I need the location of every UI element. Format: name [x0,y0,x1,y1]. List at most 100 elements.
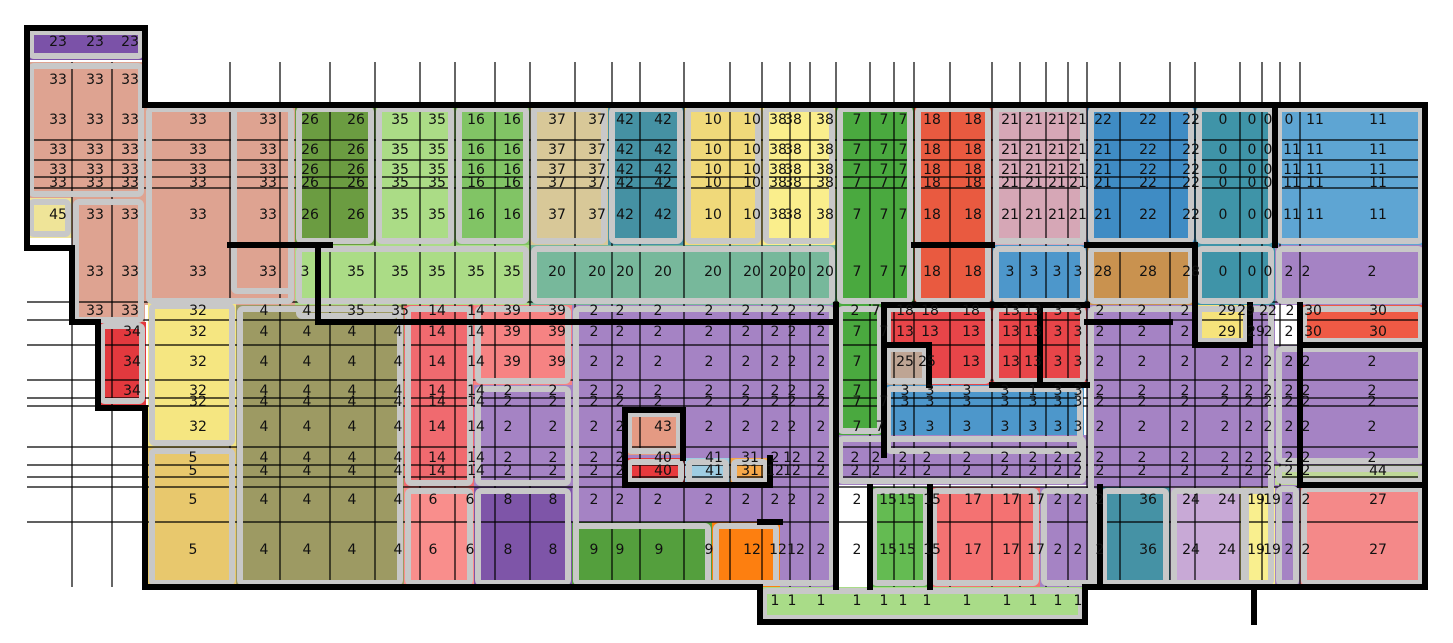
zone-label: 1 [853,593,862,609]
zone-label: 33 [49,112,67,128]
zone-label: 2 [788,303,797,319]
zone-label: 7 [853,207,862,223]
zone-label: 2 [1285,394,1294,410]
zone-label: 2 [1181,324,1190,340]
zone-label: 33 [86,162,104,178]
zone-label: 35 [391,207,409,223]
zone-label: 38 [816,142,834,158]
zone-label: 4 [303,450,312,466]
zone-label: 4 [348,324,357,340]
zone-17 [930,487,1040,587]
zone-label: 4 [303,303,312,319]
zone-label: 32 [189,394,207,410]
zone-label: 2 [1264,324,1273,340]
zone-label: 4 [260,542,269,558]
zone-label: 38 [816,175,834,191]
zone-label: 12 [743,542,761,558]
zone-label: 29 [1218,303,1236,319]
zone-outline-8 [475,488,571,586]
zone-label: 13 [1002,354,1020,370]
zone-label: 2 [817,492,826,508]
zone-label: 2 [1245,450,1254,466]
zone-label: 2 [1245,419,1254,435]
zone-38 [762,105,836,245]
zone-label: 0 [1219,112,1228,128]
zone-label: 39 [503,303,521,319]
zone-label: 20 [616,264,634,280]
zone-21 [992,105,1087,245]
zone-label: 3 [1054,394,1063,410]
zone-label: 18 [921,303,939,319]
zone-label: 6 [466,542,475,558]
zone-label: 2 [504,463,513,479]
zone-label: 41 [705,463,723,479]
zone-label: 4 [303,354,312,370]
zone-label: 2 [771,492,780,508]
zone-7 [836,105,914,305]
zone-label: 2 [1368,264,1377,280]
zone-label: 2 [817,394,826,410]
zone-label: 33 [121,207,139,223]
zone-label: 2 [742,492,751,508]
zone-label: 15 [898,542,916,558]
zone-label: 2 [1096,303,1105,319]
zone-label: 21 [1025,112,1043,128]
zone-label: 18 [962,303,980,319]
zone-6 [404,487,474,587]
zone-label: 21 [1069,162,1087,178]
zone-label: 2 [1302,394,1311,410]
zone-label: 26 [347,162,365,178]
zone-label: 35 [428,142,446,158]
zone-label: 2 [853,492,862,508]
zone-label: 14 [428,303,446,319]
zone-label: 20 [548,264,566,280]
zone-label: 2 [1054,463,1063,479]
zone-label: 37 [548,175,566,191]
zone-label: 2 [705,383,714,399]
zone-label: 2 [742,354,751,370]
zone-label: 14 [467,419,485,435]
zone-label: 7 [853,383,862,399]
zone-label: 4 [303,419,312,435]
zone-label: 18 [964,162,982,178]
zone-label: 22 [1139,142,1157,158]
zone-27 [1300,485,1425,587]
zone-label: 21 [1025,162,1043,178]
zone-label: 3 [1074,394,1083,410]
zone-label: 38 [784,142,802,158]
zone-label: 35 [503,264,521,280]
zone-label: 14 [428,419,446,435]
zone-12 [712,522,780,587]
zone-label: 2 [504,450,513,466]
zone-label: 18 [923,142,941,158]
zone-label: 0 [1248,264,1257,280]
zone-label: 35 [428,112,446,128]
zone-label: 14 [467,303,485,319]
zone-label: 21 [1069,112,1087,128]
zone-label: 2 [1221,383,1230,399]
zone-label: 30 [1369,303,1387,319]
zone-label: 38 [784,162,802,178]
zone-label: 39 [548,354,566,370]
zone-label: 23 [121,34,139,50]
zone-outline-1 [761,588,1084,621]
zone-label: 39 [503,354,521,370]
zone-label: 2 [1074,542,1083,558]
zone-label: 2 [1096,354,1105,370]
zone-label: 35 [428,207,446,223]
zone-label: 2 [1181,419,1190,435]
zone-label: 2 [654,324,663,340]
zone-label: 34 [123,324,141,340]
zone-label: 4 [260,463,269,479]
zone-label: 2 [616,419,625,435]
zone-label: 8 [549,542,558,558]
zone-label: 2 [1302,492,1311,508]
zone-label: 3 [1074,383,1083,399]
zone-label: 3 [1074,303,1083,319]
zone-label: 22 [1259,303,1277,319]
zone-outline-22 [1088,106,1194,244]
zone-label: 10 [743,112,761,128]
zone-label: 42 [654,175,672,191]
zone-label: 4 [260,383,269,399]
zone-label: 2 [1302,450,1311,466]
